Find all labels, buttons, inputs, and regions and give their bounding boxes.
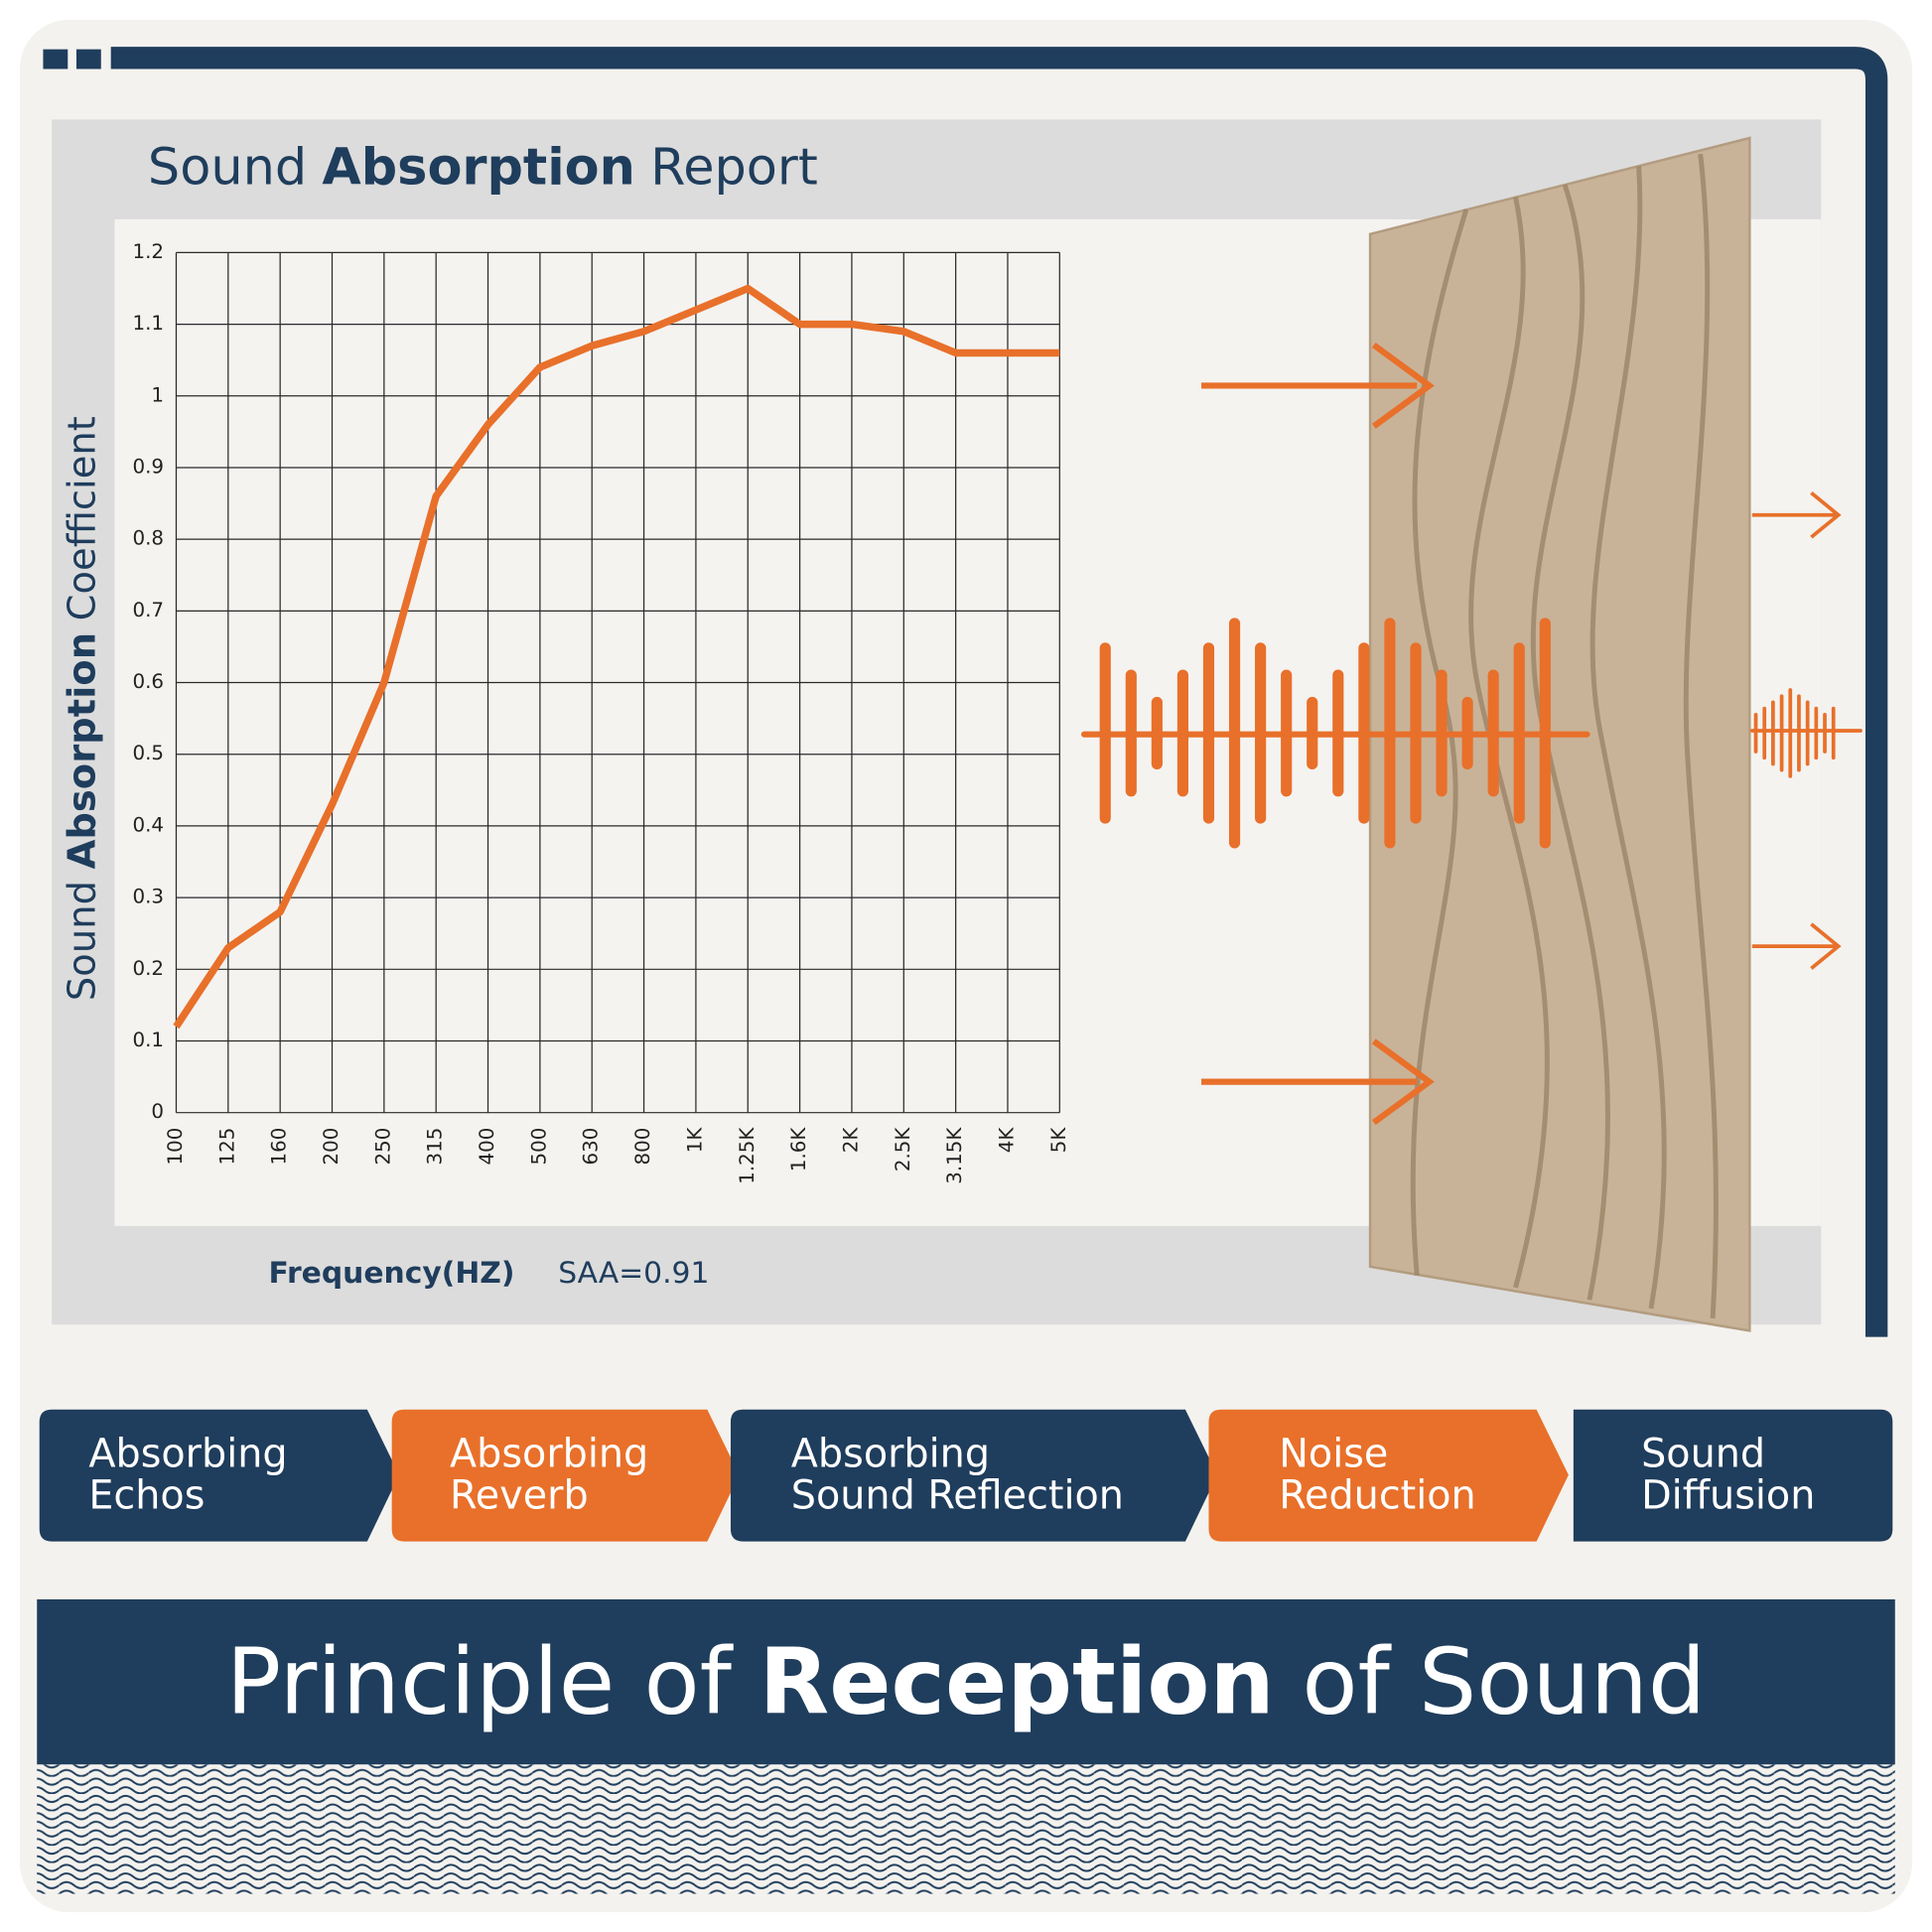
text-part: of Sound bbox=[1302, 1629, 1706, 1735]
banner-title: Principle of Reception of Sound bbox=[226, 1629, 1706, 1735]
y-tick-label: 0.3 bbox=[133, 886, 165, 908]
y-tick-label: 0.8 bbox=[133, 527, 165, 550]
text-part: Sound bbox=[60, 881, 104, 1001]
x-axis-title: Frequency(HZ) bbox=[269, 1256, 515, 1291]
feature-label: Reverb bbox=[450, 1473, 589, 1519]
banner bbox=[37, 1598, 1895, 1765]
feature-chip bbox=[1573, 1409, 1893, 1542]
x-tick-label: 200 bbox=[320, 1128, 343, 1166]
wave-pattern bbox=[37, 1764, 1895, 1894]
x-tick-label: 1.6K bbox=[787, 1127, 810, 1173]
x-tick-label: 3.15K bbox=[943, 1127, 966, 1184]
y-tick-label: 1.2 bbox=[133, 240, 165, 263]
y-tick-label: 0 bbox=[151, 1100, 164, 1123]
x-tick-label: 800 bbox=[631, 1128, 654, 1166]
x-tick-label: 1K bbox=[683, 1127, 706, 1154]
text-part: Report bbox=[650, 137, 818, 196]
y-tick-label: 0.9 bbox=[133, 455, 165, 478]
text-part: Absorption bbox=[322, 137, 634, 196]
feature-label: Absorbing bbox=[791, 1431, 990, 1476]
feature-label: Noise bbox=[1279, 1431, 1388, 1476]
x-tick-label: 125 bbox=[215, 1128, 238, 1166]
y-tick-label: 0.1 bbox=[133, 1029, 165, 1051]
data-line bbox=[173, 284, 1060, 1030]
feature-chip bbox=[39, 1409, 400, 1542]
x-tick-label: 4K bbox=[995, 1127, 1018, 1154]
feature-chip bbox=[730, 1409, 1218, 1542]
y-tick-label: 0.5 bbox=[133, 742, 165, 764]
text-part: Reception bbox=[759, 1629, 1275, 1735]
x-tick-label: 400 bbox=[476, 1128, 498, 1166]
y-tick-label: 1 bbox=[151, 383, 164, 406]
chart-title: Sound Absorption Report bbox=[148, 137, 818, 196]
chart: Sound Absorption Report Sound Absorption Coef… bbox=[60, 137, 1070, 1291]
x-tick-label: 1.25K bbox=[736, 1127, 759, 1184]
frame-dot bbox=[43, 49, 69, 69]
feature-row: AbsorbingEchosAbsorbingReverbAbsorbingSo… bbox=[39, 1409, 1893, 1542]
x-tick-label: 630 bbox=[580, 1128, 603, 1166]
y-tick-label: 0.7 bbox=[133, 599, 165, 621]
feature-label: Sound Reflection bbox=[791, 1473, 1124, 1519]
y-tick-label: 1.1 bbox=[133, 312, 165, 335]
x-tick-label: 100 bbox=[164, 1128, 187, 1166]
annotation: SAA=0.91 bbox=[558, 1256, 709, 1291]
text-part: Absorption bbox=[60, 632, 104, 870]
feature-label: Sound bbox=[1641, 1431, 1765, 1476]
text-part: Coefficient bbox=[60, 416, 104, 621]
x-tick-label: 160 bbox=[268, 1128, 291, 1166]
feature-chip bbox=[391, 1409, 740, 1542]
text-part: Principle of bbox=[226, 1629, 735, 1735]
frame-dot bbox=[75, 49, 101, 69]
x-tick-label: 250 bbox=[371, 1128, 394, 1166]
x-tick-label: 2.5K bbox=[892, 1127, 914, 1173]
y-tick-label: 0.4 bbox=[133, 813, 165, 836]
incoming-arrows bbox=[1201, 342, 1842, 1126]
x-tick-label: 315 bbox=[424, 1128, 447, 1166]
feature-label: Absorbing bbox=[450, 1431, 648, 1476]
feature-label: Reduction bbox=[1279, 1473, 1475, 1519]
y-tick-label: 0.2 bbox=[133, 957, 165, 980]
x-tick-label: 500 bbox=[527, 1128, 550, 1166]
y-tick-label: 0.6 bbox=[133, 670, 165, 693]
feature-chip bbox=[1208, 1409, 1569, 1542]
x-tick-label: 2K bbox=[839, 1127, 862, 1154]
frame bbox=[110, 47, 1888, 1337]
text-part: Sound bbox=[148, 137, 307, 196]
feature-label: Echos bbox=[88, 1473, 205, 1519]
x-tick-label: 5K bbox=[1047, 1127, 1070, 1154]
y-axis-title: Sound Absorption Coefficient bbox=[60, 416, 104, 1001]
feature-label: Absorbing bbox=[88, 1431, 287, 1476]
sound-wave bbox=[1081, 618, 1863, 849]
feature-label: Diffusion bbox=[1641, 1473, 1815, 1519]
